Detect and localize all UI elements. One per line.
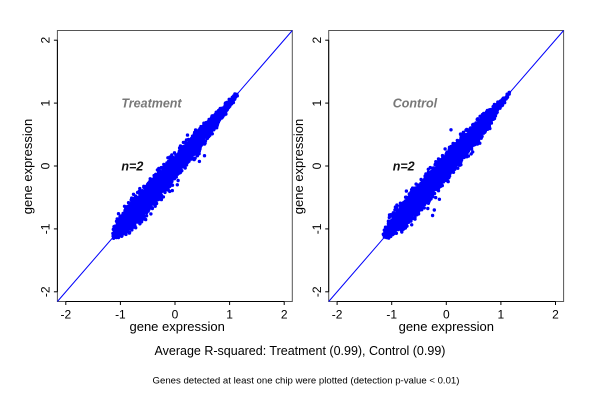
svg-text:gene expression: gene expression — [129, 319, 224, 334]
svg-text:-2: -2 — [332, 308, 343, 322]
svg-text:1: 1 — [498, 308, 505, 322]
svg-text:Control: Control — [393, 97, 438, 111]
svg-text:-2: -2 — [60, 308, 71, 322]
svg-text:Treatment: Treatment — [121, 97, 182, 111]
svg-text:-2: -2 — [39, 286, 53, 297]
svg-text:0: 0 — [172, 308, 179, 322]
svg-text:0: 0 — [443, 308, 450, 322]
svg-text:Average R-squared: Treatment (: Average R-squared: Treatment (0.99), Con… — [155, 344, 446, 358]
svg-text:2: 2 — [552, 308, 559, 322]
svg-text:-1: -1 — [386, 308, 397, 322]
svg-text:gene expression: gene expression — [291, 119, 306, 214]
svg-text:2: 2 — [281, 308, 288, 322]
svg-text:n=2: n=2 — [121, 160, 143, 174]
svg-text:-1: -1 — [39, 223, 53, 234]
svg-text:-1: -1 — [310, 223, 324, 234]
svg-text:1: 1 — [226, 308, 233, 322]
svg-text:gene expression: gene expression — [20, 119, 35, 214]
svg-text:-1: -1 — [115, 308, 126, 322]
svg-text:2: 2 — [310, 37, 324, 44]
svg-text:2: 2 — [39, 37, 53, 44]
svg-text:1: 1 — [39, 99, 53, 106]
svg-text:0: 0 — [39, 162, 53, 169]
svg-text:0: 0 — [310, 162, 324, 169]
svg-text:gene expression: gene expression — [399, 319, 494, 334]
svg-text:-2: -2 — [310, 286, 324, 297]
svg-text:1: 1 — [310, 99, 324, 106]
svg-text:n=2: n=2 — [393, 160, 415, 174]
svg-text:Genes detected at least one ch: Genes detected at least one chip were pl… — [153, 376, 460, 387]
